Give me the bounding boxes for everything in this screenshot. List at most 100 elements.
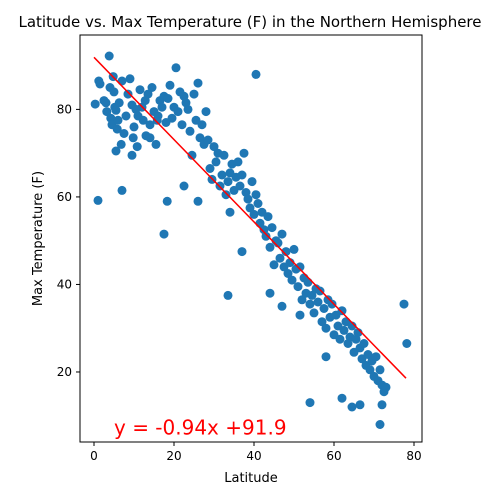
data-point xyxy=(359,339,369,348)
data-point xyxy=(117,76,127,86)
data-point xyxy=(363,350,373,359)
data-point xyxy=(117,185,127,195)
data-point xyxy=(375,365,385,375)
data-point xyxy=(135,85,145,95)
x-axis-ticks: 0 20 40 60 80 xyxy=(90,442,422,463)
data-point xyxy=(337,306,347,316)
data-point xyxy=(371,352,381,362)
data-point xyxy=(145,120,155,130)
data-point xyxy=(201,107,211,117)
data-point xyxy=(125,74,135,84)
data-point xyxy=(265,242,275,252)
data-point xyxy=(217,170,227,180)
data-point xyxy=(381,382,391,392)
data-point xyxy=(143,89,153,99)
data-point xyxy=(239,148,249,158)
data-point xyxy=(295,262,305,272)
data-point xyxy=(289,244,299,254)
data-point xyxy=(167,113,177,123)
data-point xyxy=(193,196,203,206)
y-tick-label: 20 xyxy=(57,365,72,379)
x-tick-label: 20 xyxy=(166,449,181,463)
data-point xyxy=(375,420,385,429)
data-point xyxy=(293,282,303,292)
data-point xyxy=(315,286,325,296)
data-point xyxy=(269,260,279,270)
chart-title: Latitude vs. Max Temperature (F) in the … xyxy=(18,13,481,31)
data-point xyxy=(287,275,297,285)
data-point xyxy=(235,181,245,191)
data-point xyxy=(295,310,305,320)
data-point xyxy=(159,229,169,239)
data-point xyxy=(197,120,207,130)
data-point xyxy=(185,126,195,136)
data-point xyxy=(283,269,293,278)
data-point xyxy=(109,87,119,97)
data-point xyxy=(277,301,287,311)
data-point xyxy=(195,133,205,143)
data-point xyxy=(221,190,231,200)
data-point xyxy=(347,402,357,412)
y-axis-label: Max Temperature (F) xyxy=(31,171,46,306)
data-point xyxy=(347,321,357,331)
data-point xyxy=(163,94,173,103)
data-point xyxy=(104,51,114,61)
data-point xyxy=(147,83,157,92)
data-point xyxy=(253,199,263,208)
plot-frame xyxy=(79,34,423,443)
data-point xyxy=(355,400,365,410)
data-point xyxy=(205,164,215,173)
regression-equation-label: y = -0.94x +91.9 xyxy=(114,416,287,440)
data-point xyxy=(95,79,105,89)
data-point xyxy=(327,299,337,309)
data-point xyxy=(237,170,247,180)
data-point xyxy=(263,212,273,222)
y-tick-label: 40 xyxy=(57,277,72,291)
x-tick-label: 80 xyxy=(406,449,421,463)
data-point xyxy=(281,247,291,257)
data-point xyxy=(365,365,375,375)
data-point xyxy=(249,209,259,219)
data-point xyxy=(211,157,221,167)
data-point xyxy=(113,115,123,125)
data-point xyxy=(165,80,175,90)
data-point xyxy=(128,133,138,143)
data-point xyxy=(337,393,347,403)
data-point xyxy=(377,400,387,410)
data-point xyxy=(179,181,189,191)
data-point xyxy=(223,290,233,300)
data-point xyxy=(111,146,121,156)
y-tick-label: 80 xyxy=(57,102,72,116)
x-axis-label: Latitude xyxy=(224,471,278,486)
data-point xyxy=(151,139,161,149)
data-point xyxy=(251,69,261,79)
data-point xyxy=(267,223,277,233)
data-point xyxy=(183,104,193,114)
data-point xyxy=(173,107,183,117)
data-point xyxy=(123,89,133,99)
data-point xyxy=(225,207,235,217)
data-point xyxy=(145,133,155,143)
data-point xyxy=(171,63,181,73)
points-layer xyxy=(90,51,412,429)
data-point xyxy=(303,277,313,287)
data-point xyxy=(305,299,315,309)
data-point xyxy=(127,150,137,160)
data-point xyxy=(233,157,243,167)
data-point xyxy=(187,150,197,160)
data-point xyxy=(265,288,275,298)
data-point xyxy=(119,129,129,138)
data-point xyxy=(261,231,271,241)
data-point xyxy=(209,142,219,152)
data-point xyxy=(101,98,111,108)
data-point xyxy=(305,398,315,408)
data-point xyxy=(112,124,122,134)
data-point xyxy=(157,102,167,112)
data-point xyxy=(313,297,323,307)
y-axis-ticks: 20 40 60 80 xyxy=(57,102,80,379)
data-point xyxy=(339,325,349,335)
data-point xyxy=(132,142,142,152)
data-point xyxy=(399,299,409,309)
